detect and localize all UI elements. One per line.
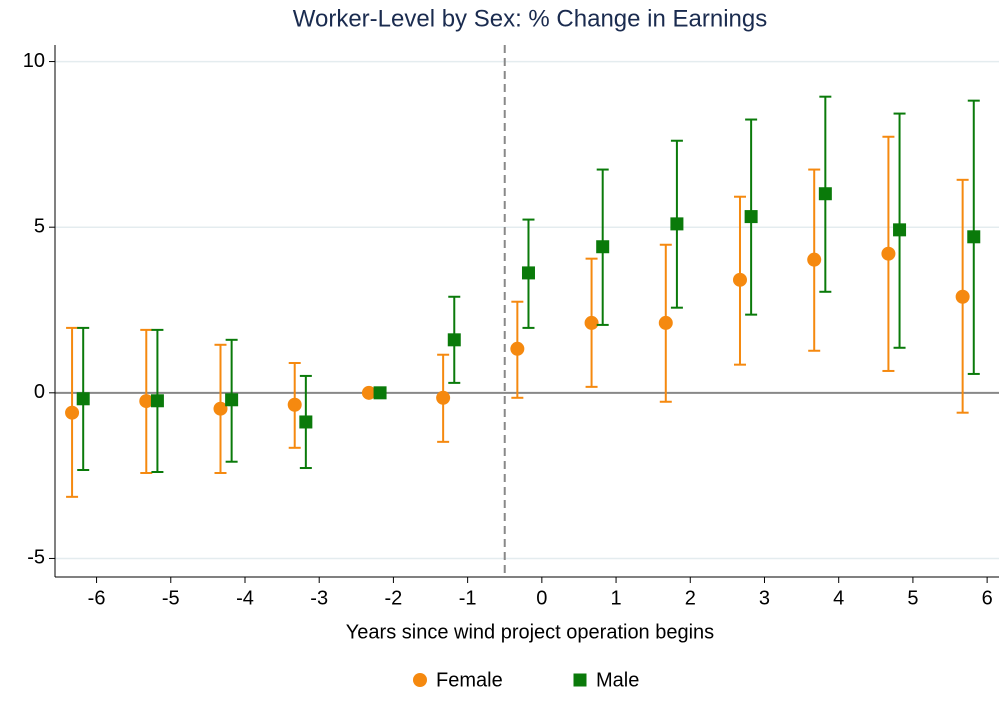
point [436, 390, 451, 405]
point [447, 333, 461, 347]
point [881, 246, 896, 261]
chart-title: Worker-Level by Sex: % Change in Earning… [293, 5, 767, 32]
y-tick-label: 5 [34, 215, 45, 237]
point [955, 289, 970, 304]
point [893, 223, 907, 237]
legend-marker [573, 673, 587, 687]
point [287, 397, 302, 412]
point [299, 415, 313, 429]
x-tick-label: -6 [88, 587, 106, 609]
x-tick-label: 1 [610, 587, 621, 609]
point [967, 230, 981, 244]
x-tick-label: -5 [162, 587, 180, 609]
point [361, 385, 376, 400]
x-axis-label: Years since wind project operation begin… [346, 621, 714, 643]
point [658, 315, 673, 330]
x-tick-label: 3 [759, 587, 770, 609]
point [373, 386, 387, 400]
x-tick-label: -1 [459, 587, 477, 609]
legend-label: Female [436, 669, 503, 691]
point [807, 252, 822, 267]
point [521, 266, 535, 280]
point [510, 341, 525, 356]
point [76, 392, 90, 406]
x-tick-label: 4 [833, 587, 844, 609]
x-tick-label: 5 [907, 587, 918, 609]
x-tick-label: 0 [536, 587, 547, 609]
x-tick-label: -4 [236, 587, 254, 609]
point [670, 217, 684, 231]
legend-label: Male [596, 669, 639, 691]
point [584, 315, 599, 330]
x-tick-label: 2 [685, 587, 696, 609]
x-tick-label: 6 [982, 587, 993, 609]
legend-marker [413, 673, 427, 687]
point [596, 240, 610, 254]
point [65, 405, 80, 420]
point [150, 394, 164, 408]
y-tick-label: 0 [34, 381, 45, 403]
y-tick-label: -5 [27, 547, 45, 569]
y-tick-label: 10 [23, 50, 45, 72]
point [139, 394, 154, 409]
x-tick-label: -3 [310, 587, 328, 609]
point [818, 187, 832, 201]
point [225, 393, 239, 407]
point [213, 401, 228, 416]
point [732, 272, 747, 287]
x-tick-label: -2 [385, 587, 403, 609]
point [744, 210, 758, 224]
